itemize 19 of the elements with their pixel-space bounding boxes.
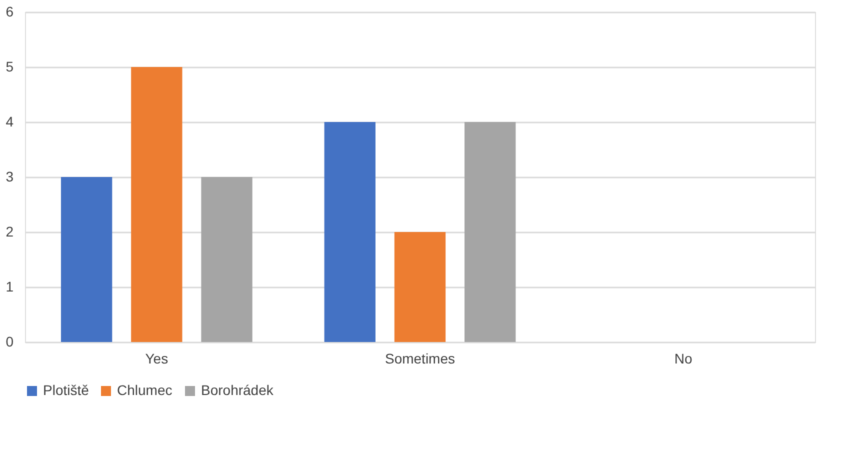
x-tick-label: Yes [145,350,168,366]
bar [394,232,446,342]
legend-label: Borohrádek [201,382,274,398]
x-tick-label: No [674,350,692,366]
y-tick-label: 2 [6,224,14,240]
y-tick-label: 1 [6,278,14,294]
legend-label: Chlumec [117,382,172,398]
bar [201,177,252,342]
bar [324,122,376,342]
y-tick-label: 6 [6,4,14,20]
y-tick-label: 3 [6,168,14,184]
bar [464,122,516,342]
y-tick-label: 5 [6,58,14,74]
bar [131,67,182,342]
y-tick-label: 0 [6,334,14,350]
legend-label: Plotiště [43,382,90,398]
y-tick-label: 4 [6,114,14,130]
x-tick-label: Sometimes [384,350,456,366]
bar [60,177,112,342]
